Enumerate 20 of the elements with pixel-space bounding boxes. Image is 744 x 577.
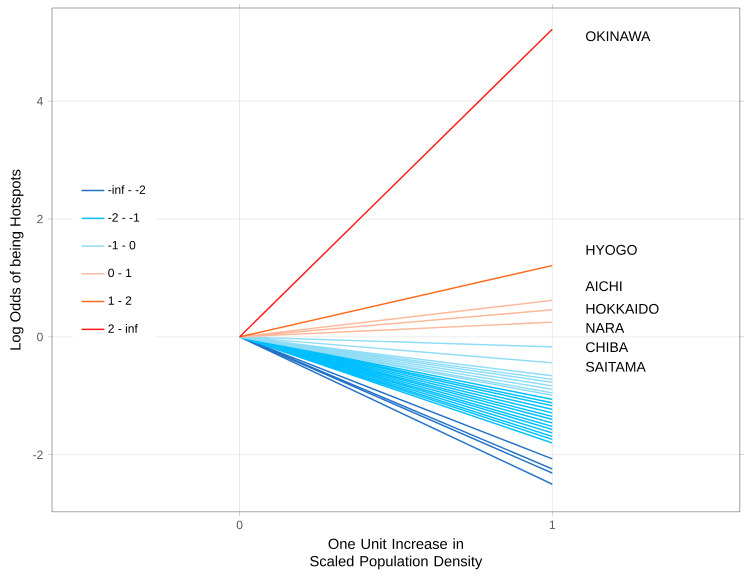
annotation: SAITAMA [586,362,646,372]
legend-label: -2 - -1 [108,213,140,222]
x-axis-title: One Unit Increase in Scaled Population Density [310,538,482,570]
y-tick-label: 4 [36,97,43,106]
annotation: NARA [586,323,624,333]
legend-label: -inf - -2 [108,185,146,194]
legend-label: -1 - 0 [108,240,136,250]
x-tick-label: 1 [550,520,556,529]
annotation: CHIBA [586,342,628,352]
legend-label: 1 - 2 [108,296,132,305]
legend-label: 0 - 1 [108,268,132,278]
annotation: OKINAWA [586,31,650,42]
y-tick-label: -2 [33,450,43,459]
legend-label: 2 - inf [108,324,138,333]
y-tick-label: 2 [37,214,43,224]
annotation: AICHI [585,281,622,292]
annotation: HOKKAIDO [586,304,659,314]
y-tick-label: 0 [37,332,43,342]
y-axis-title: Log Odds of being Hotspots [10,170,24,350]
annotation: HYOGO [586,244,637,255]
